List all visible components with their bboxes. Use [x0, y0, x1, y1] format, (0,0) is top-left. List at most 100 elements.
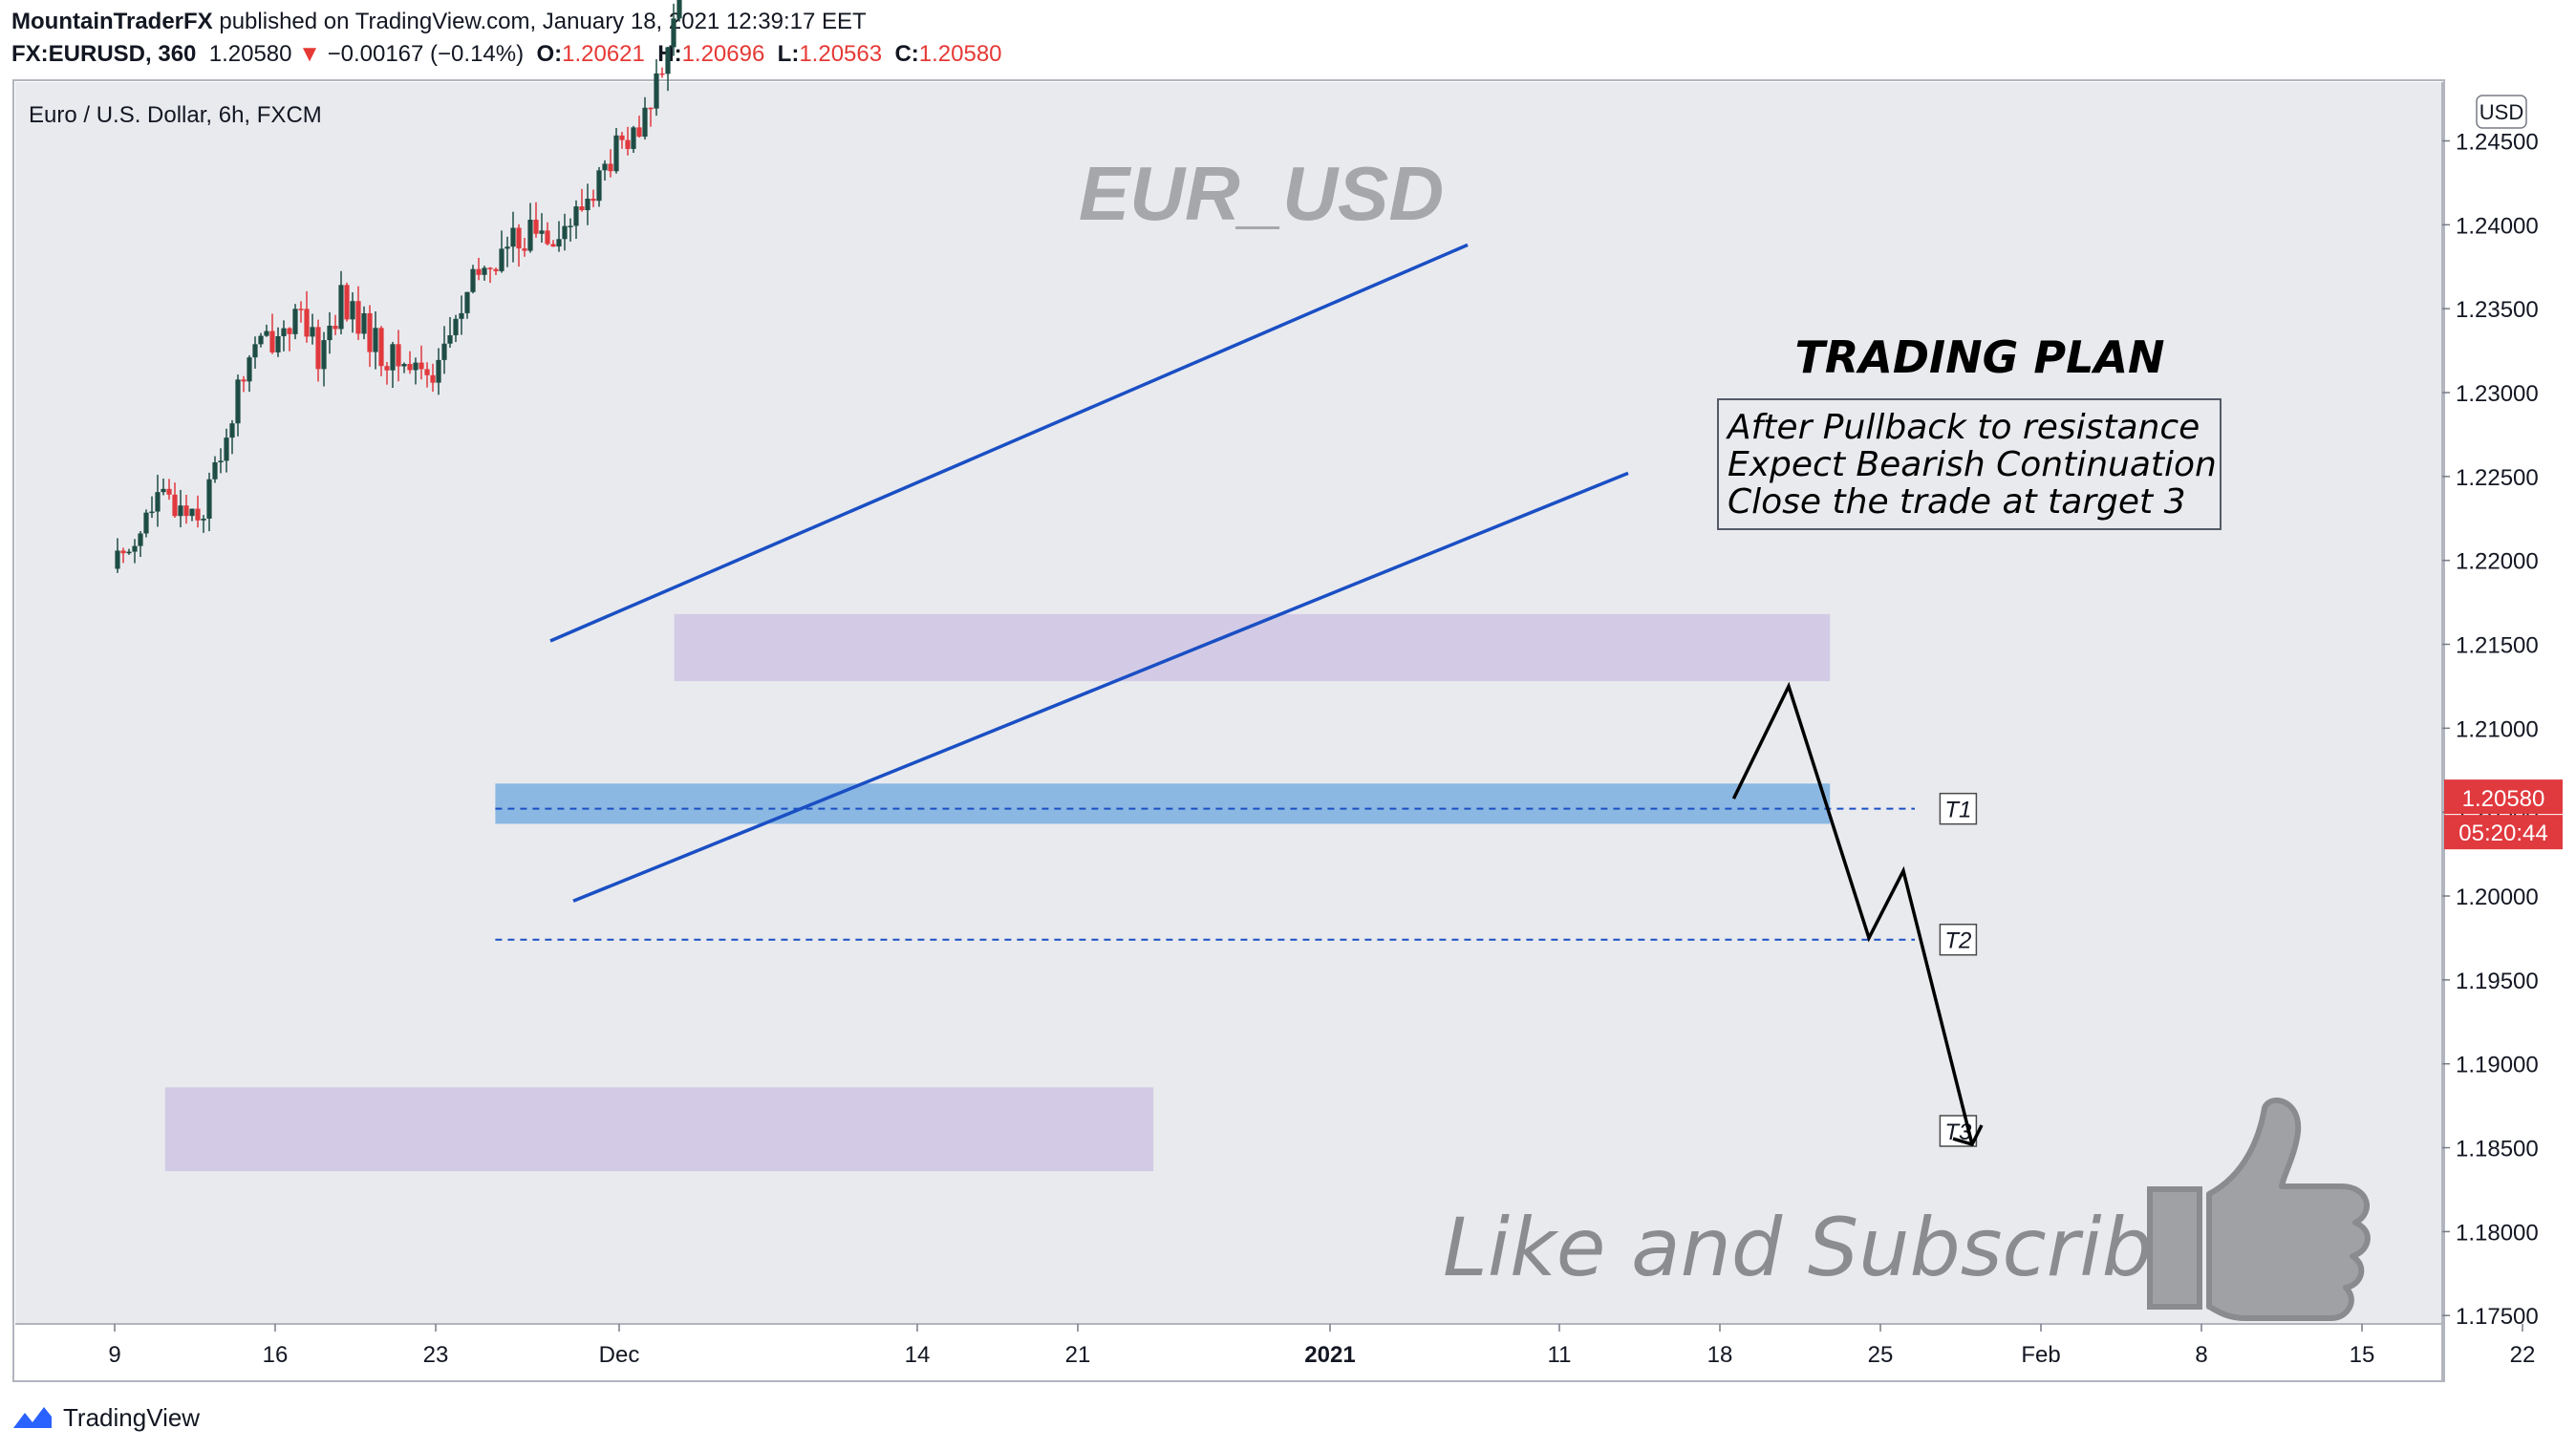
annotations-layer: Euro / U.S. Dollar, 6h, FXCM EUR_USD TRADI… — [29, 102, 2371, 1321]
price-tick-label: 1.20000 — [2456, 885, 2539, 910]
candle-down — [487, 267, 493, 269]
low-value: 1.20563 — [799, 41, 883, 67]
candle-up — [132, 545, 138, 552]
candle-down — [430, 374, 436, 383]
candle-down — [120, 550, 126, 554]
price-tick-label: 1.24000 — [2456, 213, 2539, 239]
candle-down — [476, 268, 482, 275]
candle-up — [126, 551, 132, 554]
candle-up — [671, 18, 676, 48]
candle-up — [390, 344, 396, 371]
candle-down — [516, 227, 522, 249]
candle-up — [252, 344, 258, 358]
candle-up — [155, 492, 161, 512]
time-tick-label: Feb — [2021, 1342, 2060, 1368]
price-tick-label: 1.19000 — [2456, 1053, 2539, 1078]
open-label: O: — [536, 41, 563, 67]
candle-up — [527, 220, 533, 251]
candle-up — [573, 206, 579, 226]
time-tick-label: 21 — [1065, 1342, 1091, 1368]
candle-down — [407, 364, 413, 371]
candle-up — [539, 230, 545, 234]
open-value: 1.20621 — [562, 41, 645, 67]
candle-up — [613, 135, 619, 172]
candle-up — [556, 239, 562, 247]
projection-arrowhead — [1952, 1124, 1984, 1147]
candles-layer — [115, 0, 682, 573]
candle-up — [143, 512, 149, 534]
candle-down — [636, 127, 642, 138]
target-zone — [164, 1087, 1154, 1172]
trading-plan-title: TRADING PLAN — [1794, 331, 2164, 383]
time-axis[interactable]: 9 16 23 Dec 14 21 2021 11 18 25 Feb 8 15 22 — [108, 1324, 2535, 1368]
price-label: 1.20580 — [2462, 786, 2545, 812]
candle-up — [138, 533, 143, 546]
time-tick-label: 2021 — [1304, 1342, 1355, 1368]
candle-down — [579, 206, 585, 210]
price-tick-label: 1.23500 — [2456, 297, 2539, 323]
candle-up — [441, 343, 447, 360]
time-tick-label: 15 — [2350, 1342, 2375, 1368]
candle-down — [241, 379, 247, 382]
candle-down — [378, 328, 384, 367]
candle-up — [361, 312, 367, 334]
price-axis[interactable]: 1.17500 1.18000 1.18500 1.19000 1.19500 1.200… — [2442, 95, 2563, 1330]
plan-line-2: Expect Bearish Continuation — [1728, 445, 2217, 484]
price-tick-label: 1.21000 — [2456, 716, 2539, 742]
candle-down — [648, 107, 654, 110]
candle-down — [419, 362, 424, 370]
candle-up — [654, 73, 659, 109]
candle-up — [459, 312, 464, 319]
price-tick-label: 1.19500 — [2456, 969, 2539, 994]
candle-down — [384, 366, 390, 371]
candle-up — [327, 326, 333, 341]
candle-down — [315, 327, 321, 370]
candle-up — [264, 331, 269, 336]
subscribe-text: Like and Subscribe! — [1443, 1201, 2234, 1294]
candle-up — [413, 362, 419, 371]
candle-up — [178, 505, 183, 517]
candle-up — [321, 340, 327, 370]
author-name[interactable]: MountainTraderFX — [11, 9, 213, 34]
candle-up — [161, 488, 166, 493]
candle-up — [275, 335, 281, 352]
candle-up — [338, 285, 344, 330]
candle-up — [206, 479, 212, 519]
countdown-box — [2444, 815, 2563, 850]
price-tick-label: 1.23000 — [2456, 381, 2539, 407]
close-label: C: — [894, 41, 919, 67]
candle-down — [355, 301, 361, 334]
candle-down — [287, 328, 292, 334]
chart-title: Euro / U.S. Dollar, 6h, FXCM — [29, 102, 322, 128]
plan-line-3: Close the trade at target 3 — [1728, 482, 2186, 522]
candle-up — [235, 379, 241, 424]
target-label-t1: T1 — [1944, 798, 1971, 823]
brand-label[interactable]: TradingView — [63, 1402, 201, 1432]
candle-up — [373, 328, 378, 352]
candle-down — [659, 73, 665, 75]
candle-up — [258, 335, 264, 345]
time-tick-label: 18 — [1707, 1342, 1733, 1368]
candle-down — [183, 505, 189, 517]
candle-up — [596, 170, 602, 202]
thumbs-up-icon — [2147, 1098, 2371, 1321]
candle-down — [533, 220, 539, 234]
candle-up — [115, 550, 120, 569]
candle-up — [665, 47, 671, 75]
candle-down — [590, 199, 596, 202]
candle-up — [229, 423, 235, 438]
candle-down — [493, 268, 499, 271]
candle-down — [166, 488, 172, 495]
candle-down — [550, 244, 556, 247]
candle-up — [504, 246, 510, 249]
candle-up — [224, 437, 229, 461]
thumbs-up-hand — [2206, 1098, 2371, 1321]
candle-down — [522, 248, 527, 251]
candle-down — [608, 163, 613, 172]
candle-up — [281, 328, 287, 336]
candle-down — [424, 369, 430, 375]
low-label: L: — [777, 41, 800, 67]
target-box-t1 — [1939, 792, 1978, 825]
